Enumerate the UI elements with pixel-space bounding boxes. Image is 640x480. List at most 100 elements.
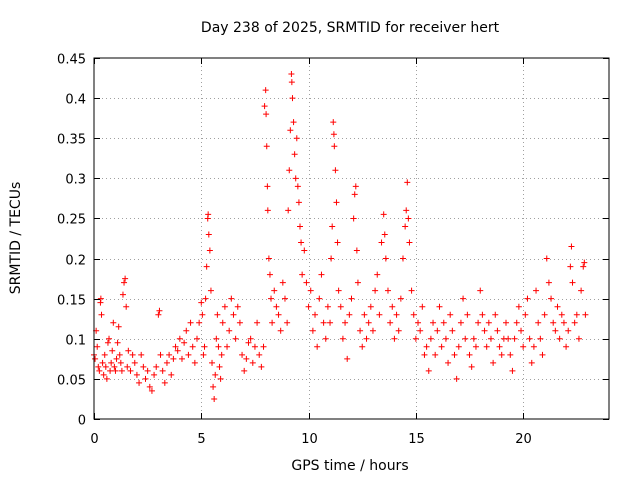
data-point xyxy=(116,351,123,358)
data-point xyxy=(334,239,341,246)
data-point xyxy=(224,343,231,350)
data-point xyxy=(314,343,321,350)
y-tick-label: 0.3 xyxy=(65,173,86,188)
data-point xyxy=(96,367,103,374)
data-point xyxy=(245,339,252,346)
data-point xyxy=(305,303,312,310)
data-point xyxy=(284,319,291,326)
data-point xyxy=(330,131,337,138)
data-point xyxy=(200,351,207,358)
data-point xyxy=(498,351,505,358)
data-point xyxy=(511,335,518,342)
data-point xyxy=(189,343,196,350)
data-point xyxy=(560,319,567,326)
data-point xyxy=(415,319,422,326)
data-point xyxy=(205,231,212,238)
data-point xyxy=(170,355,177,362)
x-axis-label: GPS time / hours xyxy=(291,458,408,474)
data-point xyxy=(159,367,166,374)
data-point xyxy=(434,327,441,334)
axis-ticks: 0 5 10 15 20 0 0.05 0.1 0.15 0.2 0.25 0.3 0.35 0.4 0.4… xyxy=(57,53,609,447)
data-point xyxy=(442,335,449,342)
data-point xyxy=(550,319,557,326)
data-point xyxy=(449,327,456,334)
data-point xyxy=(404,179,411,186)
plot-frame xyxy=(93,57,610,420)
data-point xyxy=(210,383,217,390)
data-point xyxy=(183,327,190,334)
data-point xyxy=(487,335,494,342)
data-point xyxy=(94,343,101,350)
data-point xyxy=(218,351,225,358)
data-point xyxy=(281,295,288,302)
data-point xyxy=(207,287,214,294)
data-point xyxy=(100,371,107,378)
data-point xyxy=(133,371,140,378)
data-point xyxy=(328,255,335,262)
data-point xyxy=(318,271,325,278)
data-point xyxy=(122,275,129,282)
data-point xyxy=(485,319,492,326)
grid-layer xyxy=(94,58,609,419)
data-point xyxy=(374,271,381,278)
data-point xyxy=(335,287,342,294)
data-point xyxy=(389,303,396,310)
data-point xyxy=(114,339,121,346)
data-point xyxy=(479,311,486,318)
data-point xyxy=(344,355,351,362)
data-point xyxy=(568,243,575,250)
y-tick-label: 0.05 xyxy=(57,374,86,389)
data-point xyxy=(569,279,576,286)
data-point xyxy=(524,295,531,302)
data-point xyxy=(466,351,473,358)
data-point xyxy=(194,335,200,342)
data-point xyxy=(438,343,445,350)
data-point xyxy=(275,311,282,318)
data-point xyxy=(203,263,210,270)
data-point xyxy=(216,363,223,370)
data-point xyxy=(303,279,310,286)
data-point xyxy=(447,311,454,318)
data-point xyxy=(397,295,404,302)
data-point xyxy=(191,359,198,366)
data-point xyxy=(198,299,205,306)
data-point xyxy=(292,175,299,182)
data-point xyxy=(118,367,125,374)
data-point xyxy=(236,319,243,326)
data-point xyxy=(391,335,398,342)
data-point xyxy=(537,335,544,342)
data-point xyxy=(103,375,110,382)
data-point xyxy=(140,363,147,370)
data-point xyxy=(351,191,358,198)
x-tick-label: 10 xyxy=(301,432,318,447)
data-point xyxy=(127,367,134,374)
data-point xyxy=(234,303,241,310)
data-point xyxy=(312,311,319,318)
data-point xyxy=(232,335,239,342)
data-point xyxy=(271,287,278,294)
data-point xyxy=(539,351,546,358)
data-point xyxy=(462,335,469,342)
data-point xyxy=(468,363,475,370)
data-point xyxy=(146,383,153,390)
data-point xyxy=(363,335,370,342)
x-tick-label: 15 xyxy=(408,432,425,447)
data-point xyxy=(277,327,284,334)
data-point xyxy=(419,303,426,310)
data-point xyxy=(230,311,237,318)
data-point xyxy=(470,335,477,342)
data-point xyxy=(199,311,206,318)
data-point xyxy=(425,367,432,374)
data-point xyxy=(113,355,120,362)
y-tick-label: 0.45 xyxy=(57,53,86,68)
data-point xyxy=(457,319,464,326)
data-points xyxy=(91,71,589,402)
data-point xyxy=(125,347,132,354)
data-point xyxy=(460,295,467,302)
data-point xyxy=(324,303,331,310)
data-point xyxy=(241,367,248,374)
data-point xyxy=(432,351,439,358)
data-point xyxy=(266,271,273,278)
data-point xyxy=(558,311,565,318)
data-point xyxy=(205,211,212,218)
